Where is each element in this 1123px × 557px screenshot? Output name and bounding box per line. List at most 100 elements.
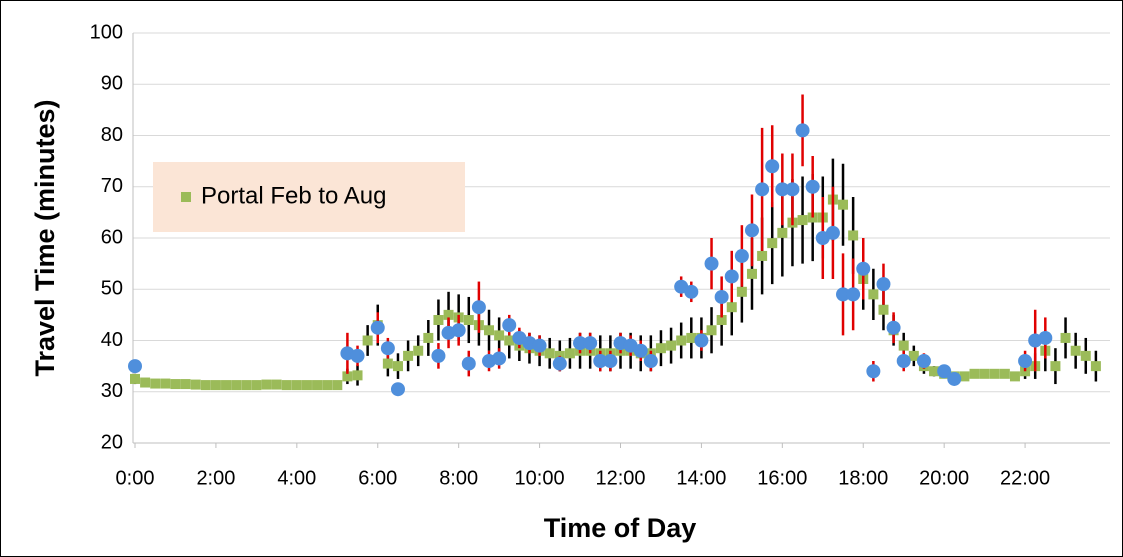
x-tick-label: 0:00	[116, 467, 155, 489]
point	[370, 320, 385, 335]
point	[200, 380, 211, 391]
legend-label: Portal Feb to Aug	[201, 182, 386, 209]
point	[271, 379, 282, 390]
point	[866, 364, 881, 379]
point	[795, 123, 810, 138]
point	[190, 379, 201, 390]
point	[484, 325, 495, 336]
point	[241, 380, 252, 391]
point	[643, 354, 658, 368]
point	[128, 359, 142, 374]
x-tick-label: 20:00	[919, 467, 969, 489]
point	[583, 336, 598, 351]
point	[471, 300, 486, 315]
point	[724, 269, 739, 284]
x-tick-label: 22:00	[1000, 467, 1050, 489]
point	[431, 348, 446, 363]
point	[332, 380, 343, 391]
point	[544, 348, 555, 359]
point	[1018, 354, 1033, 368]
point	[805, 179, 820, 194]
point	[736, 286, 747, 297]
point	[959, 371, 970, 382]
point	[390, 382, 405, 397]
legend: Portal Feb to Aug	[153, 162, 465, 232]
point	[251, 380, 262, 391]
point	[765, 159, 780, 174]
point	[744, 223, 759, 238]
point	[898, 340, 909, 351]
point	[362, 335, 373, 346]
point	[463, 315, 474, 325]
point	[573, 336, 588, 351]
point	[593, 354, 608, 368]
point	[451, 323, 466, 338]
point	[848, 230, 859, 241]
point	[1070, 345, 1081, 356]
point	[684, 284, 699, 299]
point	[886, 320, 901, 335]
point	[564, 348, 575, 359]
point	[413, 345, 424, 356]
point	[552, 356, 567, 371]
point	[876, 277, 891, 292]
legend-swatch	[181, 192, 191, 202]
x-tick-label: 2:00	[196, 467, 235, 489]
point	[856, 261, 871, 276]
point	[838, 199, 849, 210]
point	[392, 361, 403, 372]
point	[1060, 332, 1071, 343]
point	[676, 335, 687, 346]
point	[342, 371, 353, 382]
point	[714, 289, 729, 304]
point	[150, 378, 161, 389]
point	[1090, 361, 1101, 372]
point	[734, 248, 749, 263]
point	[433, 315, 444, 325]
point	[836, 287, 851, 302]
point	[502, 318, 517, 333]
point	[746, 268, 757, 279]
point	[929, 366, 940, 377]
x-tick-label: 4:00	[277, 467, 316, 489]
series	[128, 94, 1053, 397]
point	[423, 332, 434, 343]
point	[352, 370, 363, 381]
point	[221, 380, 232, 391]
point	[797, 215, 808, 226]
point	[846, 287, 861, 302]
point	[210, 380, 221, 391]
y-tick-label: 90	[101, 73, 123, 95]
point	[140, 377, 151, 388]
point	[706, 325, 717, 336]
point	[180, 379, 191, 390]
point	[380, 341, 395, 356]
point	[281, 380, 292, 391]
point	[231, 380, 242, 391]
y-tick-label: 60	[101, 226, 123, 248]
x-tick-label: 18:00	[838, 467, 888, 489]
y-tick-label: 80	[101, 124, 123, 146]
y-tick-label: 100	[90, 21, 123, 43]
point	[767, 238, 778, 249]
point	[825, 225, 840, 240]
x-tick-label: 16:00	[757, 467, 807, 489]
x-tick-label: 12:00	[595, 467, 645, 489]
point	[1038, 330, 1053, 345]
point	[775, 182, 790, 197]
point	[969, 368, 980, 379]
point	[461, 356, 476, 371]
point	[291, 380, 302, 391]
x-tick-label: 10:00	[515, 467, 565, 489]
point	[261, 379, 272, 390]
x-tick-label: 8:00	[439, 467, 478, 489]
point	[947, 371, 962, 386]
legend-box	[153, 162, 465, 232]
point	[916, 354, 931, 368]
point	[868, 289, 879, 300]
point	[494, 330, 505, 341]
point	[312, 380, 323, 391]
y-tick-label: 70	[101, 175, 123, 197]
point	[999, 368, 1010, 379]
